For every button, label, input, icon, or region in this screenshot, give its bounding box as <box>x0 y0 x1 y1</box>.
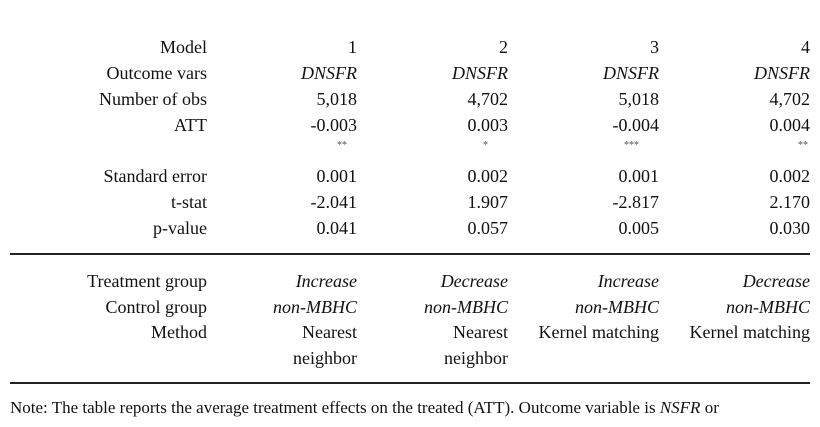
model-number: 2 <box>499 37 508 57</box>
row-label-att: ATT <box>174 115 207 135</box>
table-rule-bottom <box>10 382 810 384</box>
outcome-var: DNSFR <box>452 63 508 83</box>
method: Kernel matching <box>689 322 810 342</box>
row-label-t-stat: t-stat <box>171 192 207 212</box>
att-value: 0.004 <box>769 115 811 135</box>
obs-count: 5,018 <box>316 89 358 109</box>
significance-stars: * <box>483 140 488 151</box>
p-value: 0.005 <box>618 218 660 238</box>
method: Kernel matching <box>538 322 659 342</box>
outcome-var: DNSFR <box>603 63 659 83</box>
control-group: non-MBHC <box>726 297 810 317</box>
att-value: 0.003 <box>467 115 509 135</box>
treatment-group: Decrease <box>742 271 810 291</box>
p-value: 0.041 <box>316 218 358 238</box>
p-value: 0.057 <box>467 218 509 238</box>
significance-stars: *** <box>624 140 639 151</box>
row-label-treatment-group: Treatment group <box>87 271 207 291</box>
model-number: 4 <box>801 37 810 57</box>
row-label-standard-error: Standard error <box>103 166 207 186</box>
standard-error-value: 0.001 <box>618 166 660 186</box>
outcome-var: DNSFR <box>754 63 810 83</box>
method: Nearest <box>302 322 357 342</box>
row-label-control-group: Control group <box>105 297 208 317</box>
model-number: 1 <box>348 37 357 57</box>
control-group: non-MBHC <box>424 297 508 317</box>
treatment-group: Decrease <box>440 271 508 291</box>
table-rule-middle <box>10 253 810 255</box>
row-label-model: Model <box>160 37 207 57</box>
att-value: -0.004 <box>612 115 660 135</box>
significance-stars: ** <box>337 140 347 151</box>
method-continued: neighbor <box>293 348 357 368</box>
standard-error-value: 0.002 <box>769 166 811 186</box>
t-stat-value: 1.907 <box>467 192 509 212</box>
row-label-p-value: p-value <box>153 218 207 238</box>
obs-count: 4,702 <box>467 89 509 109</box>
significance-stars: ** <box>798 140 808 151</box>
table-note: Note: The table reports the average trea… <box>10 398 719 417</box>
obs-count: 4,702 <box>769 89 811 109</box>
t-stat-value: 2.170 <box>769 192 811 212</box>
treatment-group: Increase <box>597 271 659 291</box>
standard-error-value: 0.002 <box>467 166 509 186</box>
control-group: non-MBHC <box>273 297 357 317</box>
standard-error-value: 0.001 <box>316 166 358 186</box>
treatment-group: Increase <box>295 271 357 291</box>
model-number: 3 <box>650 37 659 57</box>
row-label-number-of-obs: Number of obs <box>99 89 207 109</box>
t-stat-value: -2.817 <box>612 192 660 212</box>
method-continued: neighbor <box>444 348 508 368</box>
control-group: non-MBHC <box>575 297 659 317</box>
att-value: -0.003 <box>310 115 358 135</box>
p-value: 0.030 <box>769 218 811 238</box>
t-stat-value: -2.041 <box>310 192 358 212</box>
row-label-method: Method <box>151 322 207 342</box>
outcome-var: DNSFR <box>301 63 357 83</box>
row-label-outcome-vars: Outcome vars <box>106 63 207 83</box>
method: Nearest <box>453 322 508 342</box>
obs-count: 5,018 <box>618 89 660 109</box>
